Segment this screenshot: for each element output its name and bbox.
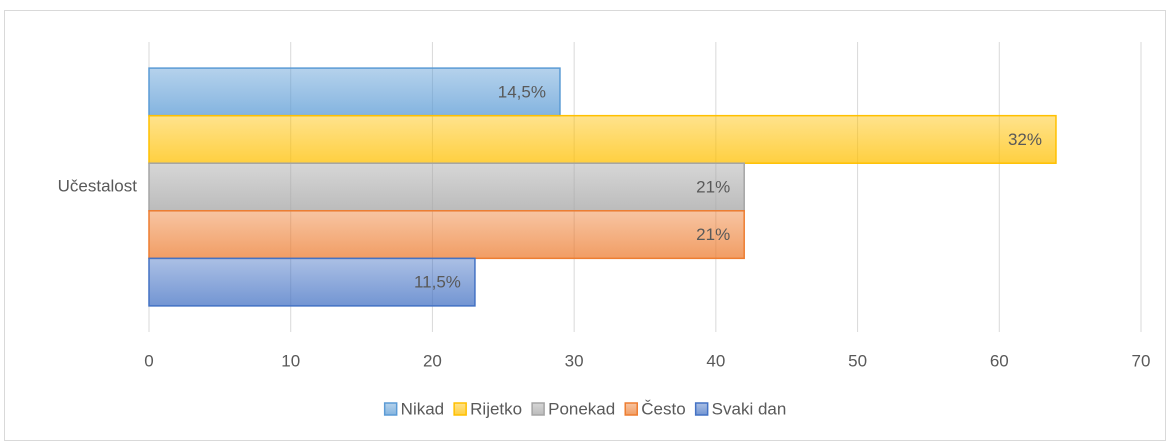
legend-label: Svaki dan: [712, 399, 787, 418]
x-tick-label: 70: [1132, 351, 1151, 370]
bar: [148, 114, 1057, 164]
legend-label: Rijetko: [470, 399, 522, 418]
x-tick-label: 0: [144, 351, 153, 370]
data-label: 11,5%: [414, 273, 461, 292]
x-tick-label: 30: [565, 351, 584, 370]
legend-swatch: [383, 402, 398, 416]
data-label: 21%: [696, 225, 730, 244]
legend-label: Nikad: [401, 399, 444, 418]
bar: [148, 257, 476, 307]
data-label: 32%: [1008, 130, 1042, 149]
data-label: 14,5%: [498, 82, 546, 101]
x-tick-label: 20: [423, 351, 442, 370]
data-label: 21%: [696, 177, 730, 196]
bar: [148, 162, 745, 212]
legend-swatch: [453, 402, 467, 416]
legend-swatch: [694, 402, 709, 416]
y-tick-label: Učestalost: [58, 176, 138, 195]
x-tick-label: 40: [706, 351, 725, 370]
x-tick-label: 60: [990, 351, 1009, 370]
x-tick-label: 10: [281, 351, 300, 370]
x-tick-label: 50: [848, 351, 867, 370]
legend-swatch: [531, 402, 545, 416]
bar: [148, 210, 745, 260]
legend-label: Ponekad: [548, 399, 615, 418]
legend-label: Često: [641, 399, 685, 418]
legend-swatch: [624, 402, 638, 416]
